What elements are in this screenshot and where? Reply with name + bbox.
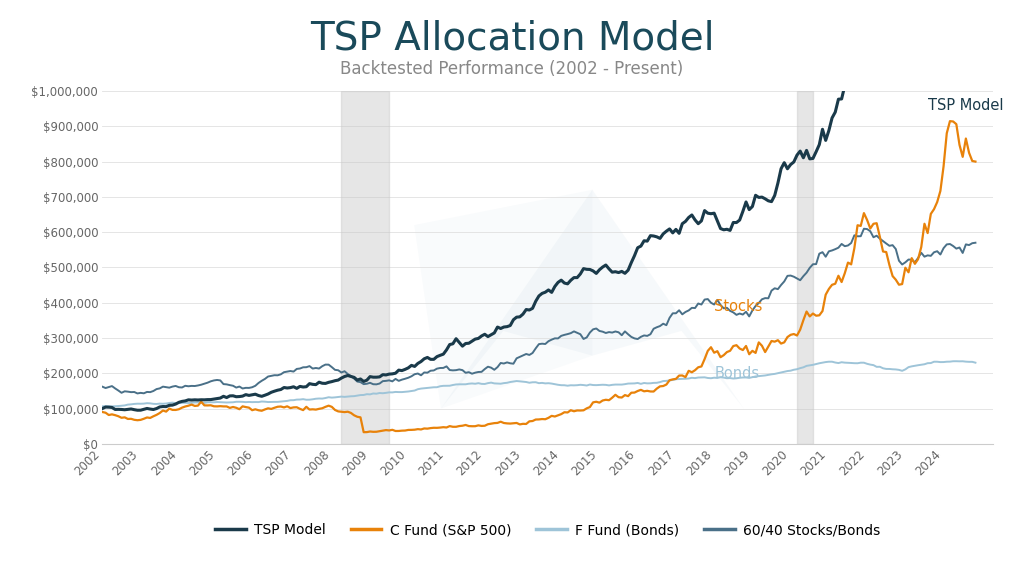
C Fund (S&P 500) [357,429,370,436]
F Fund (Bonds) [950,358,963,365]
C Fund (S&P 500) [970,158,982,165]
60/40 Stocks/Bonds [622,331,634,338]
60/40 Stocks/Bonds [708,301,720,308]
Line: C Fund (S&P 500): C Fund (S&P 500) [102,121,976,432]
60/40 Stocks/Bonds [644,331,656,337]
C Fund (S&P 500) [622,393,634,399]
TSP Model [96,405,109,412]
F Fund (Bonds) [644,380,656,387]
Polygon shape [414,190,592,409]
F Fund (Bonds) [584,381,596,388]
Text: Backtested Performance (2002 - Present): Backtested Performance (2002 - Present) [340,60,684,78]
60/40 Stocks/Bonds [584,329,596,336]
C Fund (S&P 500) [392,427,404,434]
TSP Model [303,380,315,387]
C Fund (S&P 500) [96,409,109,415]
60/40 Stocks/Bonds [970,240,982,246]
F Fund (Bonds) [970,359,982,366]
F Fund (Bonds) [303,396,315,403]
F Fund (Bonds) [392,389,404,395]
TSP Model [622,267,634,274]
Line: F Fund (Bonds): F Fund (Bonds) [102,361,976,406]
Legend: TSP Model, C Fund (S&P 500), F Fund (Bonds), 60/40 Stocks/Bonds: TSP Model, C Fund (S&P 500), F Fund (Bon… [210,518,886,543]
Text: TSP Allocation Model: TSP Allocation Model [309,20,715,58]
60/40 Stocks/Bonds [131,390,143,397]
Line: TSP Model: TSP Model [102,0,976,410]
60/40 Stocks/Bonds [858,225,870,232]
Line: 60/40 Stocks/Bonds: 60/40 Stocks/Bonds [102,229,976,393]
F Fund (Bonds) [708,374,720,381]
60/40 Stocks/Bonds [392,377,404,384]
C Fund (S&P 500) [708,349,720,356]
C Fund (S&P 500) [944,118,956,125]
C Fund (S&P 500) [300,403,312,410]
Bar [797,91,813,444]
60/40 Stocks/Bonds [96,384,109,390]
Bar [341,91,389,444]
TSP Model [644,232,656,239]
TSP Model [708,210,720,217]
F Fund (Bonds) [622,380,634,387]
Text: Stocks: Stocks [714,299,763,314]
F Fund (Bonds) [96,403,109,410]
TSP Model [584,266,596,273]
TSP Model [392,366,404,373]
TSP Model [131,407,143,414]
Text: TSP Model: TSP Model [929,98,1004,113]
F Fund (Bonds) [105,403,118,410]
C Fund (S&P 500) [584,403,596,410]
60/40 Stocks/Bonds [303,362,315,369]
C Fund (S&P 500) [644,388,656,395]
Text: Bonds: Bonds [714,366,759,381]
Polygon shape [441,190,743,409]
